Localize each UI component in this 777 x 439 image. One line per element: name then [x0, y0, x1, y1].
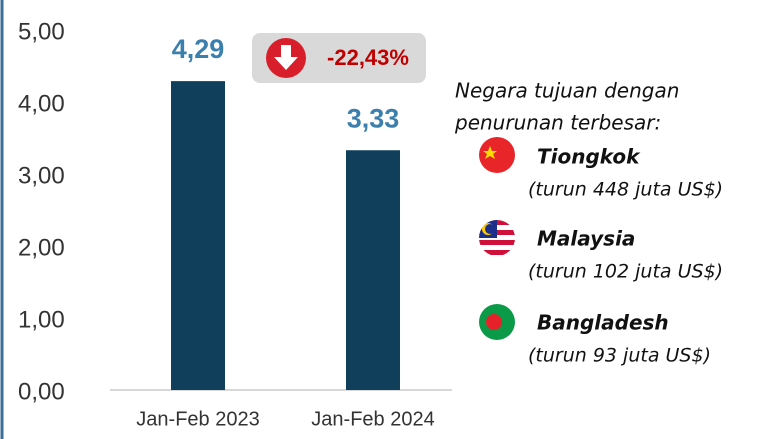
y-tick-label: 5,00	[18, 18, 65, 45]
x-tick-label: Jan-Feb 2023	[136, 408, 259, 430]
annotation-text: -22,43%	[327, 45, 409, 70]
down-arrow	[274, 45, 298, 70]
flag-malaysia	[479, 220, 515, 256]
country-detail: (turun 448 juta US$)	[528, 179, 723, 201]
y-tick-label: 4,00	[18, 90, 65, 117]
y-tick-label: 1,00	[18, 306, 65, 333]
change-annotation: -22,43%	[252, 33, 426, 83]
country-detail: (turun 93 juta US$)	[528, 345, 711, 367]
y-tick-label: 3,00	[18, 162, 65, 189]
bar	[346, 150, 400, 390]
country-name: Malaysia	[537, 227, 635, 251]
country-detail: (turun 102 juta US$)	[528, 261, 723, 283]
bar	[171, 81, 225, 391]
y-tick-label: 2,00	[18, 234, 65, 261]
y-tick-label: 0,00	[18, 378, 65, 405]
note-line: penurunan terbesar:	[454, 111, 661, 135]
value-label: 3,33	[347, 103, 400, 133]
note-line: Negara tujuan dengan	[455, 79, 679, 103]
value-label: 4,29	[172, 34, 225, 64]
flag-bangladesh	[479, 304, 515, 340]
x-tick-label: Jan-Feb 2024	[311, 408, 434, 430]
country-name: Bangladesh	[537, 311, 669, 335]
country-name: Tiongkok	[537, 145, 641, 169]
flag-china	[479, 137, 515, 173]
